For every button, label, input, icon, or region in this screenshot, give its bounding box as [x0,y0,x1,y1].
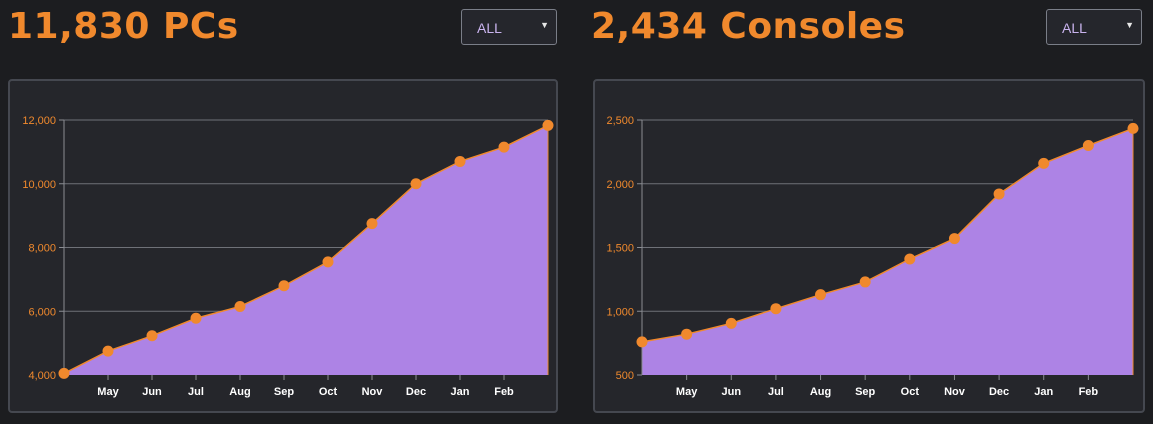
pcs-data-point [498,141,510,153]
pcs-x-tick-label: Oct [319,386,338,398]
pcs-data-point [146,330,158,342]
consoles-data-point [948,233,960,245]
pcs-data-point [234,300,246,312]
pcs-area-chart: 4,000 6,000 8,000 10,000 12,000 May Jun Jul Aug S… [22,115,554,398]
consoles-y-tick-label: 500 [616,370,634,382]
consoles-data-point [815,289,827,301]
pcs-data-point [366,218,378,230]
consoles-area-chart: 500 1,000 1,500 2,000 2,500 May Jun Jul Aug Sep Oc… [606,115,1139,398]
consoles-y-tick-label: 2,000 [606,179,634,191]
consoles-x-tick-label: Aug [810,386,831,398]
pcs-x-tick-label: Nov [362,386,384,398]
consoles-area-fill [642,128,1133,375]
consoles-data-point [904,253,916,265]
pcs-data-point [58,367,70,379]
pcs-y-tick-label: 10,000 [22,179,56,191]
pcs-area-fill [64,125,548,375]
consoles-x-tick-label: May [676,386,698,398]
pcs-y-tick-label: 6,000 [28,306,56,318]
pcs-x-tick-label: Dec [406,386,426,398]
consoles-x-tick-label: Jan [1034,386,1053,398]
consoles-data-point [636,336,648,348]
pcs-data-point [410,178,422,190]
pcs-filter-dropdown[interactable]: ALL ▼ [461,9,557,45]
pcs-data-point [454,155,466,167]
pcs-data-point [190,312,202,324]
pcs-x-tick-label: Aug [229,386,250,398]
pcs-x-tick-label: Jul [188,386,204,398]
consoles-x-tick-label: Feb [1079,386,1099,398]
consoles-series-line [641,127,1134,343]
consoles-data-point [725,317,737,329]
consoles-x-tick-label: Nov [944,386,966,398]
consoles-filter-value: ALL [1062,20,1087,36]
pcs-x-tick-label: Sep [274,386,294,398]
consoles-data-point [1082,140,1094,151]
consoles-y-tick-label: 1,000 [606,306,634,318]
pcs-y-tick-label: 8,000 [28,243,56,255]
consoles-data-point [770,303,782,315]
consoles-data-point [859,276,871,288]
consoles-x-tick-label: Sep [855,386,875,398]
consoles-data-point [1038,157,1050,169]
pcs-y-tick-label: 12,000 [22,115,56,127]
pcs-filter-value: ALL [477,20,502,36]
chevron-down-icon: ▼ [540,20,549,30]
pcs-data-point [102,345,114,357]
pcs-x-tick-label: Jun [142,386,162,398]
pcs-series-line [63,124,549,375]
pcs-data-point [322,256,334,268]
pcs-x-tick-label: May [97,386,119,398]
chevron-down-icon: ▼ [1125,20,1134,30]
consoles-headline: 2,434 Consoles [591,6,906,47]
consoles-data-point [993,188,1005,200]
pcs-headline: 11,830 PCs [8,6,239,47]
pcs-chart-container: 4,000 6,000 8,000 10,000 12,000 May Jun Jul Aug S… [8,79,558,413]
consoles-filter-dropdown[interactable]: ALL ▼ [1046,9,1142,45]
consoles-data-point [1127,122,1139,134]
consoles-x-tick-label: Jul [768,386,784,398]
pcs-x-tick-label: Jan [451,386,470,398]
pcs-data-point [278,280,290,292]
consoles-x-tick-label: Jun [721,386,741,398]
pcs-data-point [542,119,554,131]
consoles-y-tick-label: 2,500 [606,115,634,127]
consoles-data-point [681,328,693,340]
consoles-chart-container: 500 1,000 1,500 2,000 2,500 May Jun Jul Aug Sep Oc… [593,79,1145,413]
consoles-x-tick-label: Oct [901,386,920,398]
consoles-y-tick-label: 1,500 [606,243,634,255]
consoles-x-tick-label: Dec [989,386,1009,398]
pcs-x-tick-label: Feb [494,386,514,398]
pcs-y-tick-label: 4,000 [28,370,56,382]
